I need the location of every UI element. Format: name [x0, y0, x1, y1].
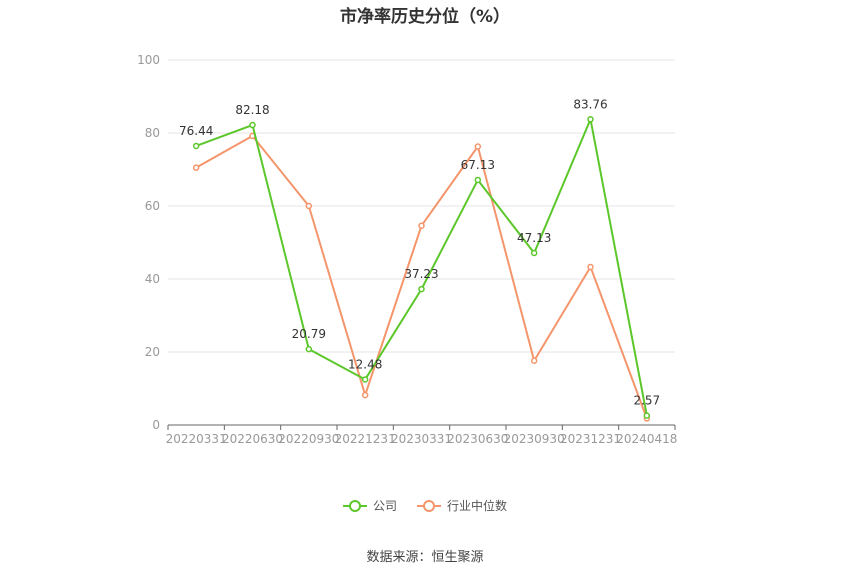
data-point — [587, 116, 594, 123]
data-point — [587, 263, 594, 271]
data-label: 2.57 — [633, 394, 660, 408]
data-point — [361, 391, 369, 399]
y-axis: 0 20 40 60 80 100 — [137, 53, 160, 432]
data-point — [643, 412, 651, 419]
legend: 公司 行业中位数 — [0, 497, 850, 514]
x-tick-label: 20230930 — [504, 432, 565, 446]
legend-item[interactable]: 公司 — [342, 497, 397, 514]
data-point — [305, 345, 313, 353]
chart-title: 市净率历史分位（%） — [339, 7, 511, 27]
data-point — [361, 376, 369, 383]
data-point — [192, 142, 200, 150]
data-label: 82.18 — [235, 103, 269, 117]
data-point — [530, 357, 538, 365]
data-label: 76.44 — [179, 124, 213, 138]
data-point — [192, 164, 200, 171]
data-source: 数据来源：恒生聚源 — [366, 550, 484, 565]
data-point — [305, 202, 313, 210]
legend-marker-icon — [342, 499, 367, 512]
legend-label: 公司 — [372, 499, 397, 513]
x-tick-label: 20220331 — [166, 432, 227, 446]
x-axis: 2022033120220630202209302022123120230331… — [166, 424, 677, 446]
data-label: 20.79 — [292, 327, 326, 341]
y-tick-label: 0 — [152, 418, 160, 432]
legend-marker-icon — [417, 499, 441, 512]
x-tick-label: 20230331 — [391, 432, 452, 446]
grid-lines — [168, 59, 675, 353]
x-tick-label: 20221231 — [335, 432, 396, 446]
legend-label: 行业中位数 — [447, 499, 508, 513]
y-tick-label: 80 — [145, 126, 160, 140]
x-tick-label: 20231231 — [560, 432, 621, 446]
data-label: 47.13 — [517, 231, 551, 245]
data-label: 12.48 — [348, 357, 382, 371]
x-tick-label: 20220630 — [222, 432, 283, 446]
y-tick-label: 60 — [145, 199, 160, 213]
y-tick-label: 40 — [145, 272, 160, 286]
data-label: 67.13 — [461, 158, 495, 172]
data-point — [530, 249, 538, 257]
data-point — [474, 176, 482, 184]
data-point — [418, 285, 425, 293]
data-point — [249, 121, 256, 129]
data-point — [418, 222, 425, 229]
x-tick-label: 20230630 — [447, 432, 508, 446]
data-label: 37.23 — [404, 267, 438, 281]
legend-item[interactable]: 行业中位数 — [417, 497, 507, 514]
data-point — [474, 143, 482, 150]
series-layer — [192, 116, 651, 422]
x-tick-label: 20240418 — [616, 432, 677, 446]
y-tick-label: 20 — [145, 345, 160, 359]
y-tick-label: 100 — [137, 53, 160, 67]
data-label: 83.76 — [573, 97, 607, 111]
data-labels: 76.44 82.18 20.79 12.48 37.23 67.13 47.13 83.76… — [179, 97, 660, 407]
x-tick-label: 20220930 — [278, 432, 339, 446]
